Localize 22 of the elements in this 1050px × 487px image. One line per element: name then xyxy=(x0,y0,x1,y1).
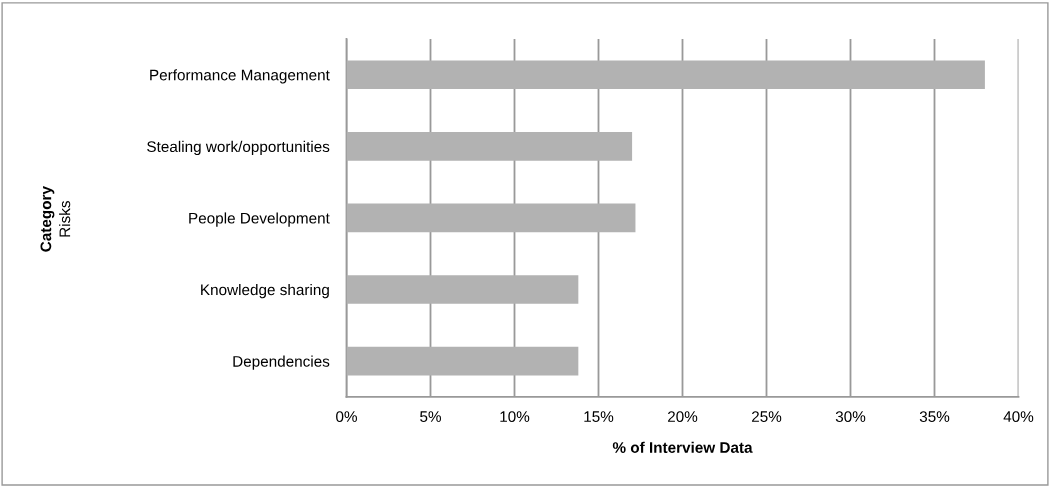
x-tick-label: 30% xyxy=(835,411,866,423)
x-axis-title: % of Interview Data xyxy=(612,441,753,453)
text: Category xyxy=(40,186,55,252)
x-tick-label: 5% xyxy=(420,411,441,423)
x-tick-label: 0% xyxy=(336,411,357,423)
x-tick-label: 20% xyxy=(667,411,698,423)
x-tick-label: 35% xyxy=(919,411,950,423)
bar xyxy=(346,275,579,304)
bar xyxy=(346,203,636,233)
y-tick-label: Performance Management xyxy=(150,69,330,84)
bar xyxy=(346,60,985,90)
x-tick-label: 10% xyxy=(500,411,530,423)
x-tick-label: 40% xyxy=(1003,411,1034,423)
y-tick-label: Knowledge sharing xyxy=(201,283,329,299)
text: Risks xyxy=(59,201,71,237)
y-tick-label: People Development xyxy=(189,212,330,227)
bar xyxy=(346,132,633,161)
x-tick-label: 15% xyxy=(584,411,614,423)
x-tick-label: 25% xyxy=(751,411,782,423)
y-tick-label: Dependencies xyxy=(233,355,330,370)
y-tick-label: Stealing work/opportunities xyxy=(147,140,330,156)
bar xyxy=(346,346,579,376)
